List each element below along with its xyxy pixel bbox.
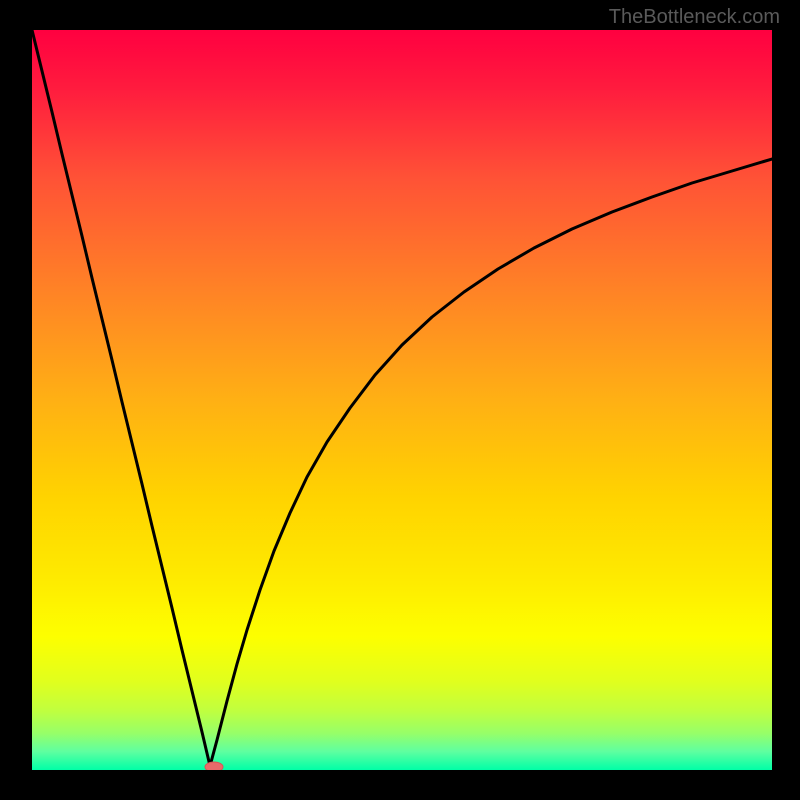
curve-right-branch bbox=[210, 159, 772, 766]
curve-layer bbox=[32, 30, 772, 770]
watermark-text: TheBottleneck.com bbox=[609, 6, 780, 29]
minimum-marker bbox=[205, 762, 223, 770]
plot-area bbox=[32, 30, 772, 770]
chart-container: TheBottleneck.com bbox=[0, 0, 800, 800]
curve-left-branch bbox=[32, 30, 210, 766]
curves-group bbox=[32, 30, 772, 766]
